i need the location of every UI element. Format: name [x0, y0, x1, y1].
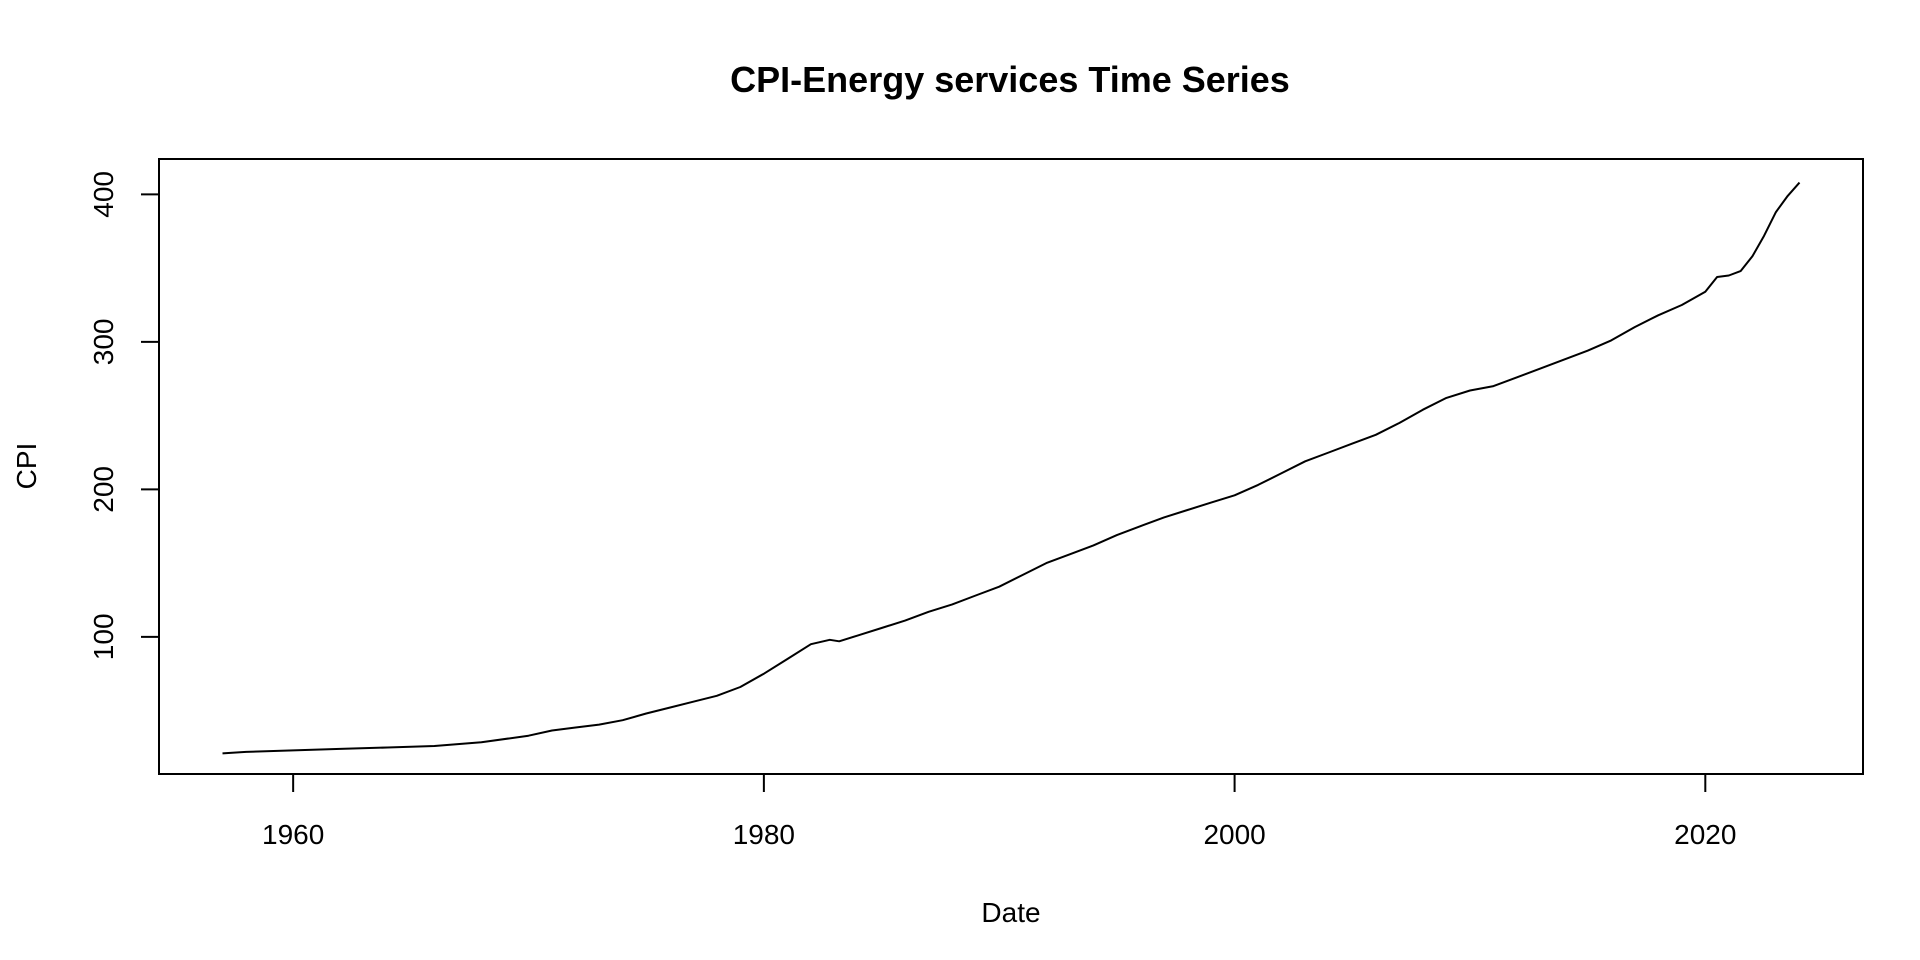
chart-title: CPI-Energy services Time Series [730, 59, 1290, 100]
y-tick-label: 300 [88, 319, 119, 366]
y-axis: 100 200 300 400 [88, 171, 160, 660]
y-axis-label: CPI [11, 443, 42, 490]
series-line [222, 181, 1801, 755]
x-axis: 1960 1980 2000 2020 [262, 773, 1736, 850]
x-tick-label: 1980 [733, 819, 795, 850]
y-tick-label: 200 [88, 466, 119, 513]
y-tick-label: 400 [88, 171, 119, 218]
plot-frame [158, 158, 1864, 775]
x-axis-label: Date [981, 897, 1040, 928]
x-tick-label: 2020 [1674, 819, 1736, 850]
x-tick-label: 1960 [262, 819, 324, 850]
y-tick-label: 100 [88, 613, 119, 660]
x-tick-label: 2000 [1203, 819, 1265, 850]
